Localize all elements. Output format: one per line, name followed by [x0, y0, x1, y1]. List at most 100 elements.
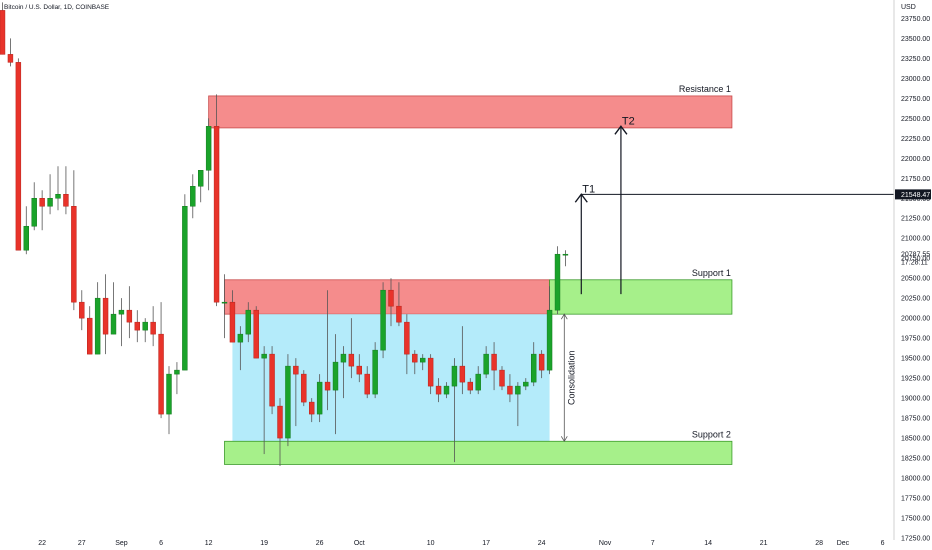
last-price-label: 20787.55 [901, 252, 930, 259]
target-label: T2 [622, 115, 635, 127]
candle-body [71, 206, 77, 303]
y-axis-unit: USD [901, 4, 916, 11]
x-tick-label: 14 [704, 540, 712, 547]
candle-body [150, 321, 156, 335]
candle-body [198, 170, 204, 187]
candle-body [483, 353, 489, 375]
consolidation-arrow-head [560, 313, 568, 320]
candle-body [174, 369, 180, 375]
candle-body [7, 54, 14, 63]
candle-body [237, 333, 244, 343]
candle-body [31, 198, 37, 227]
y-tick-label: 17500.00 [901, 516, 930, 523]
candle-body [451, 365, 458, 387]
candle-body [412, 353, 418, 363]
candle-body [213, 126, 220, 303]
candle-body [507, 385, 513, 395]
candle-body [364, 373, 370, 395]
x-tick-label: 19 [260, 540, 268, 547]
x-tick-label: Oct [354, 540, 365, 547]
x-tick-label: 26 [316, 540, 324, 547]
candle-body [47, 198, 53, 207]
candle-body [435, 385, 442, 395]
overlay-layer: T1 T2 Consolidation [560, 115, 894, 443]
candle-body [467, 381, 473, 391]
zone-label: Support 2 [692, 429, 731, 439]
x-tick-label: 24 [538, 540, 546, 547]
x-tick-label: Dec [837, 540, 850, 547]
candle-body [23, 225, 29, 251]
axes-layer: USD 23750.00 23500.00 23250.00 23000.00 22750… [38, 0, 931, 547]
y-tick-label: 21250.00 [901, 216, 930, 223]
x-tick-label: 17 [482, 540, 490, 547]
price-tag-box [895, 189, 931, 200]
candle-body [190, 186, 196, 207]
x-tick-label: Nov [599, 540, 612, 547]
x-tick-label: 6 [159, 540, 163, 547]
target-label: T1 [582, 183, 595, 195]
candle-body [332, 361, 339, 391]
y-tick-label: 20000.00 [901, 316, 930, 323]
candle-body [229, 301, 236, 343]
target-arrow-head [574, 193, 588, 203]
candle-body [269, 353, 275, 407]
y-tick-label: 22250.00 [901, 136, 930, 143]
candle-body [0, 10, 6, 55]
candle-body [277, 405, 283, 439]
y-tick-label: 20750.00 [901, 256, 930, 263]
consolidation-arrow-head [560, 436, 568, 443]
x-tick-label: 12 [205, 540, 213, 547]
y-tick-label: 19750.00 [901, 336, 930, 343]
zone-rect [224, 279, 550, 315]
candle-body [158, 333, 164, 415]
y-tick-label: 22750.00 [901, 96, 930, 103]
candle-body [94, 297, 101, 355]
y-tick-label: 23500.00 [901, 36, 930, 43]
zone-rect [208, 95, 733, 129]
candle-body [459, 365, 466, 383]
y-tick-label: 20500.00 [901, 276, 930, 283]
zone-label: Support 1 [692, 268, 731, 278]
candle-body [261, 353, 267, 359]
candle-body [515, 385, 521, 395]
candle-body [309, 401, 315, 415]
x-tick-label: 10 [427, 540, 435, 547]
candle-body [531, 353, 537, 383]
y-tick-label: 21750.00 [901, 176, 930, 183]
y-tick-label: 18500.00 [901, 436, 930, 443]
y-tick-label: 21000.00 [901, 236, 930, 243]
candle-body [126, 309, 133, 323]
consolidation-label: Consolidation [566, 350, 576, 405]
x-tick-label: 21 [760, 540, 768, 547]
candle-body [380, 289, 386, 351]
candle-body [348, 353, 355, 367]
target-arrow-head [614, 125, 628, 135]
candle-body [205, 126, 212, 171]
candle-body [39, 198, 45, 207]
candle-body [253, 309, 259, 359]
candle-body [499, 369, 505, 387]
candle-body [293, 365, 299, 375]
y-tick-label: 18000.00 [901, 476, 930, 483]
candle-body [316, 381, 323, 415]
candle-body [55, 194, 61, 199]
candle-body [404, 321, 410, 355]
candle-body [372, 349, 378, 395]
y-tick-label: 23000.00 [901, 76, 930, 83]
candle-body [301, 373, 307, 403]
zone-rect [224, 440, 733, 465]
candle-body [110, 313, 117, 335]
candle-body [443, 385, 450, 395]
x-tick-label: 27 [78, 540, 86, 547]
candle-body [142, 321, 148, 331]
y-tick-label: 23750.00 [901, 16, 930, 23]
x-tick-label: 28 [815, 540, 823, 547]
candle-body [554, 253, 561, 311]
candle-body [79, 301, 85, 319]
zone-label: Resistance 1 [679, 84, 731, 94]
chart-title: Bitcoin / U.S. Dollar, 1D, COINBASE [4, 4, 110, 11]
candle-body [285, 365, 291, 439]
candle-body [245, 309, 251, 335]
y-tick-label: 23250.00 [901, 56, 930, 63]
